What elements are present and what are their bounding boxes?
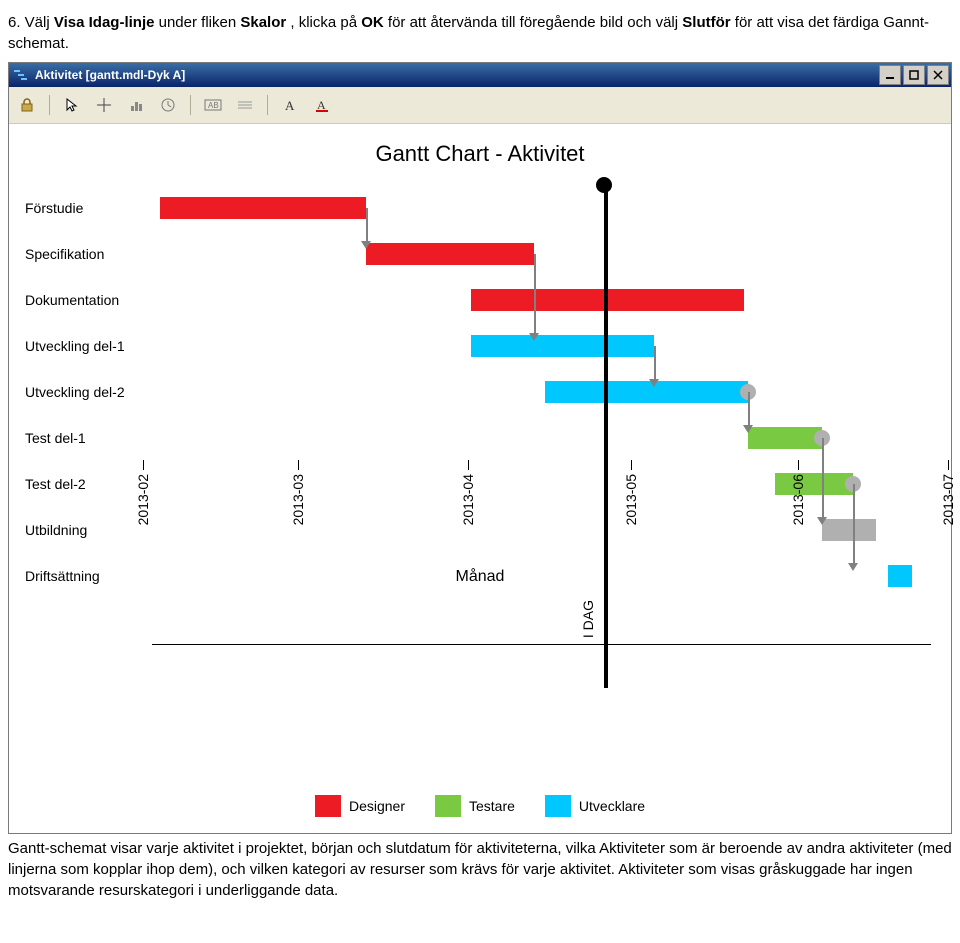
x-tick (298, 460, 299, 470)
legend-swatch (315, 795, 341, 817)
today-label: I DAG (580, 600, 596, 638)
svg-text:A: A (317, 98, 326, 112)
x-tick (948, 460, 949, 470)
x-label: 2013-02 (135, 474, 151, 525)
dependency-line (534, 254, 536, 335)
dependency-arrow-icon (649, 379, 659, 387)
maximize-button[interactable] (903, 65, 925, 85)
y-label: Test del-1 (25, 430, 86, 446)
x-label: 2013-06 (790, 474, 806, 525)
x-label: 2013-07 (940, 474, 956, 525)
gantt-bar (160, 197, 366, 219)
x-label: 2013-03 (290, 474, 306, 525)
option-skalor: Skalor (240, 14, 286, 31)
chart-title: Gantt Chart - Aktivitet (17, 141, 943, 167)
y-label: Utveckling del-1 (25, 338, 125, 354)
instruction-top: 6. Välj Visa Idag-linje under fliken Ska… (8, 12, 952, 54)
text: , klicka på (290, 14, 361, 31)
dependency-arrow-icon (361, 241, 371, 249)
close-button[interactable] (927, 65, 949, 85)
x-label: 2013-05 (623, 474, 639, 525)
x-axis-labels: 2013-022013-032013-042013-052013-062013-… (135, 466, 948, 556)
titlebar: Aktivitet [gantt.mdl-Dyk A] (9, 63, 951, 87)
gantt-bar (545, 381, 748, 403)
text: för att återvända till föregående bild o… (388, 14, 682, 31)
legend-item: Testare (435, 795, 515, 817)
option-ok: OK (361, 14, 384, 31)
x-tick (143, 460, 144, 470)
font-a-underline-icon[interactable]: A (310, 93, 334, 117)
pointer-icon[interactable] (60, 93, 84, 117)
app-icon (13, 67, 29, 83)
x-tick (798, 460, 799, 470)
bars-icon[interactable] (124, 93, 148, 117)
gantt-window: Aktivitet [gantt.mdl-Dyk A] AB (8, 62, 952, 834)
text: 6. Välj (8, 14, 54, 31)
dependency-line (748, 392, 750, 427)
option-slutfor: Slutför (682, 14, 730, 31)
gantt-bar (748, 427, 822, 449)
y-label: Utbildning (25, 522, 87, 538)
legend-swatch (545, 795, 571, 817)
chart-area: Gantt Chart - Aktivitet Förstudie Specifi… (9, 124, 951, 833)
crosshair-icon[interactable] (92, 93, 116, 117)
toolbar: AB A A (9, 87, 951, 124)
x-axis-title: Månad (0, 568, 960, 586)
minimize-button[interactable] (879, 65, 901, 85)
svg-text:AB: AB (208, 101, 219, 110)
dependency-line (366, 208, 368, 243)
legend-label: Designer (349, 798, 405, 814)
dependency-line (654, 346, 656, 381)
y-label: Utveckling del-2 (25, 384, 125, 400)
clock-icon[interactable] (156, 93, 180, 117)
legend-label: Testare (469, 798, 515, 814)
svg-text:A: A (285, 98, 295, 113)
textbox-icon[interactable]: AB (201, 93, 225, 117)
dependency-arrow-icon (529, 333, 539, 341)
y-label: Test del-2 (25, 476, 86, 492)
x-tick (468, 460, 469, 470)
legend-item: Designer (315, 795, 405, 817)
legend-item: Utvecklare (545, 795, 645, 817)
list-icon[interactable] (233, 93, 257, 117)
lock-icon[interactable] (15, 93, 39, 117)
gantt-bar (471, 335, 654, 357)
dependency-arrow-icon (743, 425, 753, 433)
window-title: Aktivitet [gantt.mdl-Dyk A] (35, 68, 185, 82)
option-visa-idag: Visa Idag-linje (54, 14, 155, 31)
y-label: Dokumentation (25, 292, 119, 308)
instruction-bottom: Gantt-schemat visar varje aktivitet i pr… (8, 838, 952, 901)
legend: Designer Testare Utvecklare (17, 795, 943, 817)
x-label: 2013-04 (460, 474, 476, 525)
y-label: Förstudie (25, 200, 83, 216)
text: under fliken (159, 14, 241, 31)
x-tick (631, 460, 632, 470)
legend-swatch (435, 795, 461, 817)
gantt-bar (366, 243, 533, 265)
font-a-icon[interactable]: A (278, 93, 302, 117)
today-line (604, 185, 608, 688)
today-marker-icon (596, 177, 612, 193)
legend-label: Utvecklare (579, 798, 645, 814)
y-label: Specifikation (25, 246, 104, 262)
